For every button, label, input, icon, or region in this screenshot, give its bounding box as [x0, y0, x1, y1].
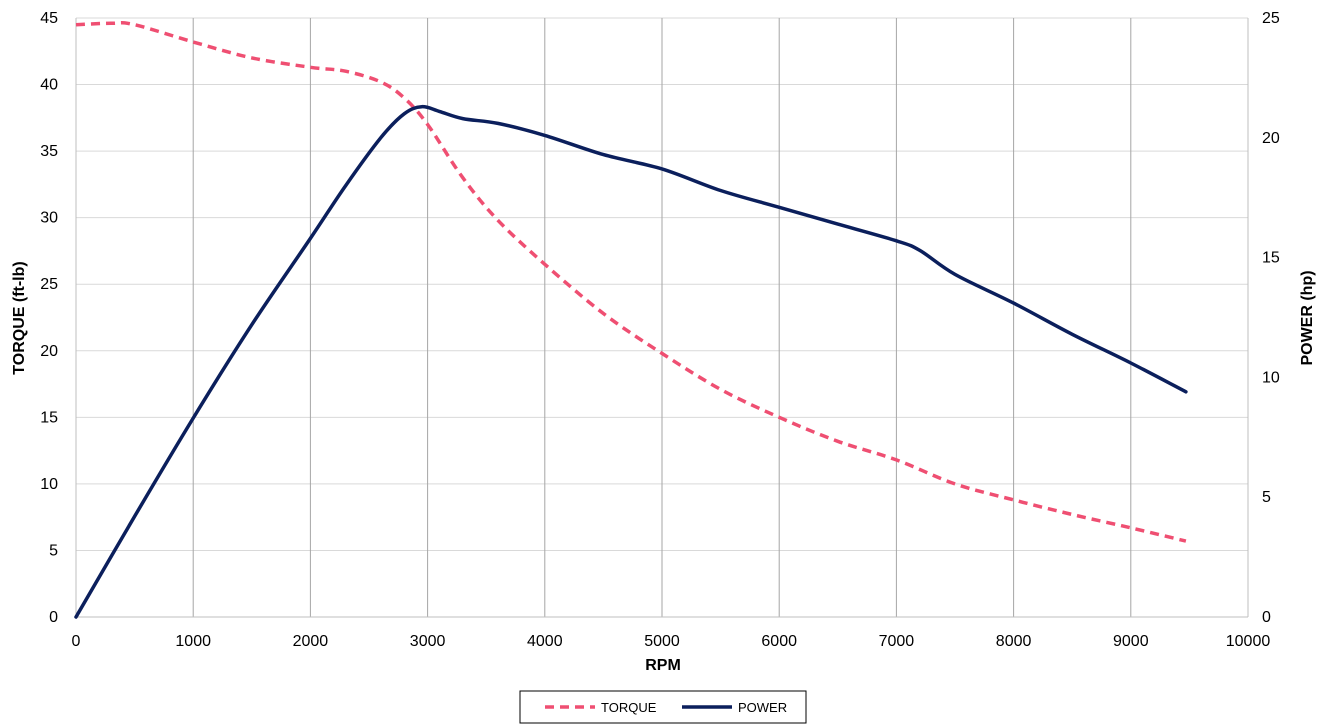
left-y-tick-label: 15 [40, 409, 58, 426]
right-y-tick-label: 15 [1262, 250, 1280, 267]
right-y-axis-ticks: 0 5 10 15 20 25 [1262, 10, 1280, 626]
series-lines [76, 23, 1186, 617]
x-axis-ticks: 0 1000 2000 3000 4000 5000 6000 7000 8000 9000 100… [72, 633, 1271, 650]
left-y-axis-title: TORQUE (ft-lb) [11, 261, 28, 374]
x-tick-label: 7000 [879, 633, 915, 650]
left-y-tick-label: 0 [49, 609, 58, 626]
x-tick-label: 2000 [293, 633, 329, 650]
x-tick-label: 1000 [175, 633, 211, 650]
left-y-tick-label: 40 [40, 77, 58, 94]
left-y-tick-label: 25 [40, 276, 58, 293]
series-line-power [76, 107, 1186, 617]
left-y-tick-label: 20 [40, 343, 58, 360]
right-y-tick-label: 10 [1262, 369, 1280, 386]
right-y-tick-label: 20 [1262, 130, 1280, 147]
series-line-torque [76, 23, 1186, 541]
x-tick-label: 3000 [410, 633, 446, 650]
x-tick-label: 5000 [644, 633, 680, 650]
left-y-tick-label: 10 [40, 476, 58, 493]
left-y-tick-label: 35 [40, 143, 58, 160]
legend-label-power: POWER [738, 700, 787, 715]
legend: TORQUE POWER [520, 691, 806, 723]
grid-lines [76, 18, 1248, 617]
right-y-axis-title: POWER (hp) [1299, 270, 1316, 365]
right-y-tick-label: 5 [1262, 489, 1271, 506]
x-tick-label: 9000 [1113, 633, 1149, 650]
x-tick-label: 4000 [527, 633, 563, 650]
x-axis-title: RPM [645, 657, 681, 674]
left-y-tick-label: 30 [40, 210, 58, 227]
right-y-tick-label: 0 [1262, 609, 1271, 626]
left-y-tick-label: 45 [40, 10, 58, 27]
x-tick-label: 0 [72, 633, 81, 650]
x-tick-label: 8000 [996, 633, 1032, 650]
right-y-tick-label: 25 [1262, 10, 1280, 27]
x-tick-label: 6000 [761, 633, 797, 650]
x-tick-label: 10000 [1226, 633, 1271, 650]
legend-label-torque: TORQUE [601, 700, 657, 715]
left-y-axis-ticks: 0 5 10 15 20 25 30 35 40 45 [40, 10, 58, 626]
left-y-tick-label: 5 [49, 542, 58, 559]
